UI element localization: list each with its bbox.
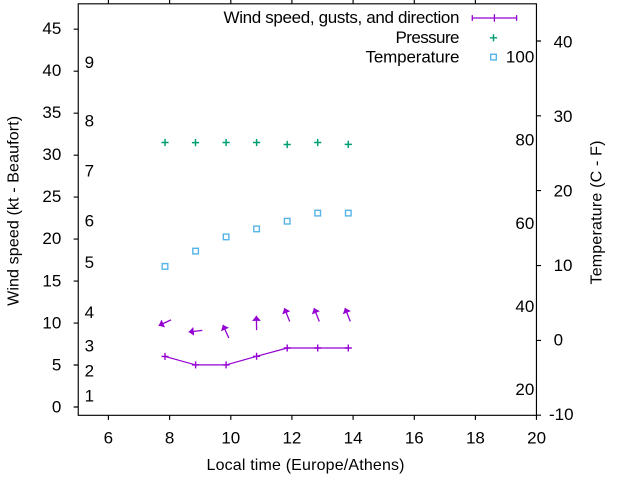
svg-text:1: 1 (85, 386, 94, 405)
svg-text:0: 0 (52, 398, 61, 417)
svg-text:Wind speed, gusts, and directi: Wind speed, gusts, and direction (224, 8, 460, 27)
svg-text:40: 40 (42, 61, 61, 80)
svg-text:10: 10 (554, 256, 573, 275)
svg-text:Pressure: Pressure (396, 28, 460, 47)
svg-text:100: 100 (506, 48, 534, 67)
svg-text:8: 8 (85, 112, 94, 131)
svg-text:Wind speed (kt - Beaufort): Wind speed (kt - Beaufort) (5, 116, 22, 306)
svg-text:5: 5 (85, 253, 94, 272)
svg-text:Temperature (C - F): Temperature (C - F) (589, 141, 606, 285)
svg-text:6: 6 (85, 212, 94, 231)
svg-text:6: 6 (104, 428, 113, 447)
svg-text:20: 20 (42, 229, 61, 248)
svg-text:5: 5 (52, 356, 61, 375)
svg-text:20: 20 (515, 380, 534, 399)
svg-text:0: 0 (554, 330, 563, 349)
svg-text:20: 20 (554, 181, 573, 200)
svg-text:15: 15 (42, 271, 61, 290)
svg-text:10: 10 (42, 313, 61, 332)
svg-text:45: 45 (42, 19, 61, 38)
svg-text:10: 10 (221, 428, 240, 447)
svg-text:Temperature: Temperature (366, 48, 460, 67)
svg-text:7: 7 (85, 162, 94, 181)
svg-text:30: 30 (554, 107, 573, 126)
svg-text:60: 60 (515, 214, 534, 233)
svg-text:8: 8 (165, 428, 174, 447)
svg-text:2: 2 (85, 361, 94, 380)
svg-text:14: 14 (344, 428, 363, 447)
svg-text:40: 40 (515, 297, 534, 316)
svg-text:-10: -10 (549, 405, 574, 424)
svg-text:35: 35 (42, 103, 61, 122)
svg-text:3: 3 (85, 336, 94, 355)
svg-text:4: 4 (85, 303, 94, 322)
svg-text:Local time (Europe/Athens): Local time (Europe/Athens) (207, 457, 405, 474)
svg-text:80: 80 (515, 131, 534, 150)
svg-text:30: 30 (42, 145, 61, 164)
svg-text:20: 20 (527, 428, 546, 447)
svg-text:12: 12 (282, 428, 301, 447)
svg-text:40: 40 (554, 32, 573, 51)
svg-text:18: 18 (466, 428, 485, 447)
svg-text:16: 16 (405, 428, 424, 447)
svg-text:25: 25 (42, 187, 61, 206)
svg-text:9: 9 (85, 53, 94, 72)
